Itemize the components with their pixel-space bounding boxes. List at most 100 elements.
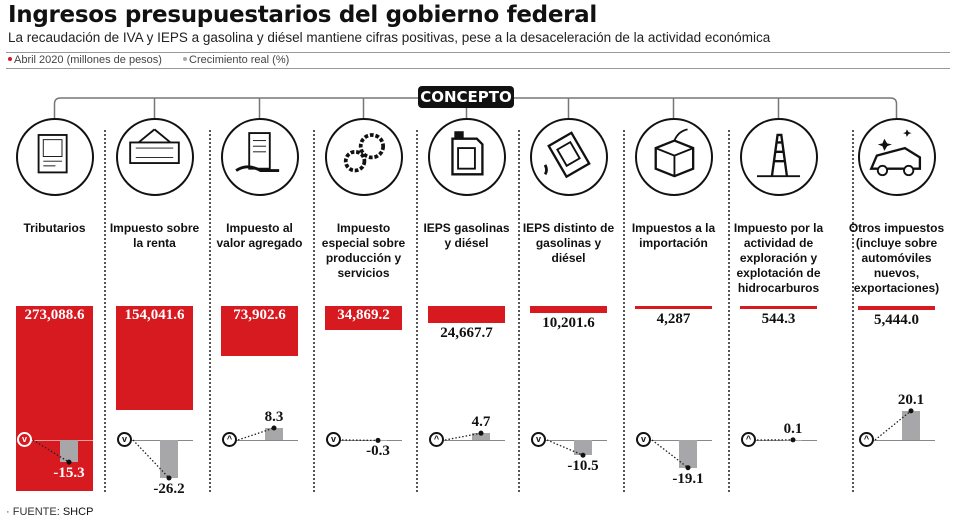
legend-revenue: Abril 2020 (millones de pesos) [6,54,170,66]
revenue-label: 10,201.6 [542,314,595,331]
chevron-up-icon: ^ [222,432,237,447]
revenue-label: 24,667.7 [440,324,493,341]
growth-trend-line [132,439,170,479]
gray-dot-icon [183,57,188,62]
growth-trend-line [237,427,275,441]
category-label: Otros impuestos (incluye sobre automóvil… [848,221,945,295]
column-separator [416,130,418,492]
revenue-bar [740,306,817,309]
column-separator [623,130,625,492]
source: · FUENTE: SHCP [6,506,93,518]
growth-label: -15.3 [53,465,85,482]
growth-axis [860,440,935,441]
revenue-label: 73,902.6 [233,307,286,323]
growth-bar [574,440,592,456]
growth-bar [472,433,490,440]
category-label: Tributarios [23,221,86,235]
growth-axis [430,440,505,441]
growth-trend-line [651,439,689,469]
concepto-header: CONCEPTO [418,86,514,108]
revenue-bar [530,306,607,313]
legend-growth: Crecimiento real (%) [181,54,297,66]
growth-trend-line [874,410,912,441]
growth-bar [60,440,78,463]
source-value: SHCP [62,506,94,518]
fuel-can-icon [427,118,506,196]
growth-point [790,437,796,443]
growth-bar [160,440,178,478]
growth-bar [902,410,920,440]
legend-revenue-label: Abril 2020 (millones de pesos) [14,54,162,66]
revenue-bar [325,306,402,330]
growth-axis [637,440,712,441]
growth-bar [265,427,283,440]
growth-point [685,465,691,471]
revenue-label: 4,287 [656,311,691,327]
growth-axis [327,440,402,441]
car-icon [857,118,936,196]
revenue-bar [858,306,935,310]
receipt-hand-icon [220,118,299,196]
revenue-label: 154,041.6 [124,307,185,323]
growth-label: 20.1 [897,391,925,408]
oil-can-icon [529,118,608,196]
chevron-down-icon: v [531,432,546,447]
growth-label: -10.5 [567,458,599,475]
document-icon [15,118,94,196]
growth-point [908,408,914,414]
revenue-label: 273,088.6 [24,307,85,323]
revenue-bar [116,306,193,411]
growth-label: -19.1 [672,470,704,487]
chevron-down-icon: v [117,432,132,447]
growth-axis [223,440,298,441]
chevron-up-icon: ^ [859,432,874,447]
category-label: Impuesto al valor agregado [216,221,303,250]
legend-growth-label: Crecimiento real (%) [189,54,290,66]
chevron-down-icon: v [326,432,341,447]
column-separator [209,130,211,492]
category-label: IEPS distinto de gasolinas y diésel [522,221,615,265]
legend: Abril 2020 (millones de pesos) Crecimien… [6,52,950,69]
chevron-down-icon: v [17,432,32,447]
column-separator [313,130,315,492]
revenue-label: 5,444.0 [874,311,919,328]
category-label: Impuesto sobre la renta [109,221,200,250]
renta-sign-icon [115,118,194,196]
growth-point [580,452,586,458]
oil-rig-icon [739,118,818,196]
box-export-icon [634,118,713,196]
growth-label: 4.7 [471,414,491,431]
subtitle: La recaudación de IVA y IEPS a gasolina … [8,30,771,45]
chevron-up-icon: ^ [429,432,444,447]
growth-label: 0.1 [783,420,803,437]
growth-point [271,425,277,431]
chevron-up-icon: ^ [741,432,756,447]
revenue-label: 544.3 [761,311,796,327]
growth-axis [18,440,93,441]
column-separator [852,130,854,492]
chevron-down-icon: v [636,432,651,447]
growth-label: 8.3 [264,408,284,425]
category-label: Impuesto por la actividad de exploración… [733,221,824,295]
growth-bar [679,440,697,468]
revenue-bar [221,306,298,357]
growth-trend-line [546,439,584,456]
page-title: Ingresos presupuestarios del gobierno fe… [8,2,597,28]
revenue-label: 34,869.2 [337,307,390,323]
growth-point [166,475,172,481]
category-label: Impuestos a la importación [631,221,716,250]
growth-point [375,437,381,443]
growth-point [66,459,72,465]
growth-label: -0.3 [366,443,390,460]
category-label: Impuesto especial sobre producción y ser… [321,221,406,280]
revenue-bar [428,306,505,323]
gears-icon [324,118,403,196]
revenue-bar [635,306,712,309]
red-dot-icon [8,57,12,62]
column-separator [104,130,106,492]
growth-trend-line [32,439,70,463]
revenue-bar [16,306,93,491]
growth-point [478,430,484,436]
